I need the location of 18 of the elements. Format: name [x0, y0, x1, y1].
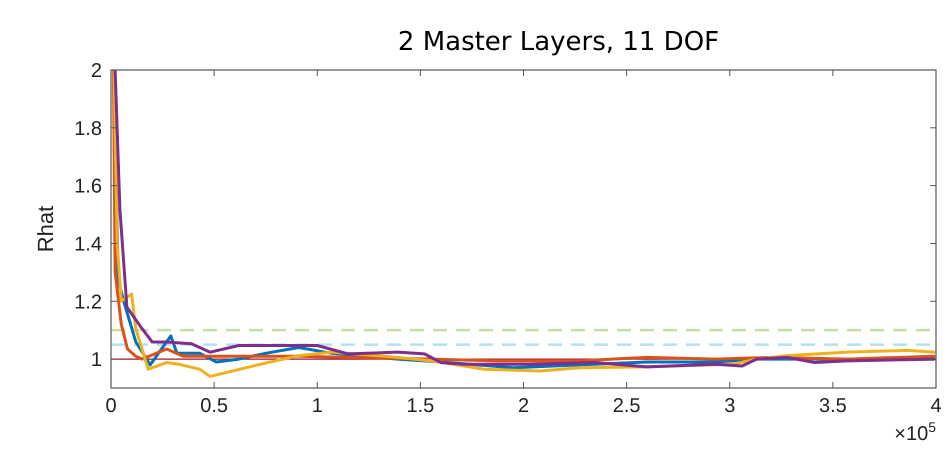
- y-axis-title: Rhat: [33, 206, 58, 252]
- y-tick-label: 1.2: [74, 291, 102, 314]
- chart-title: 2 Master Layers, 11 DOF: [398, 27, 720, 57]
- y-tick-label: 1: [90, 349, 102, 372]
- y-tick-label: 1.4: [74, 233, 102, 256]
- text: ×10$^{5}$: [894, 419, 936, 445]
- x-tick-label: 0: [105, 395, 117, 417]
- x-tick-label: 3.5: [818, 395, 847, 417]
- y-tick-label: 1.8: [74, 118, 102, 140]
- y-tick-label: 1.6: [74, 176, 102, 198]
- x-tick-label: 0.5: [200, 395, 228, 417]
- x-tick-label: 1.5: [406, 395, 434, 417]
- x-tick-label: 1: [312, 395, 323, 417]
- x-tick-label: 2.5: [612, 395, 641, 417]
- x-tick-label: 4: [930, 395, 942, 417]
- y-tick-label: 2: [90, 60, 102, 82]
- x-tick-label: 3: [724, 395, 736, 417]
- x-tick-label: 2: [518, 395, 530, 417]
